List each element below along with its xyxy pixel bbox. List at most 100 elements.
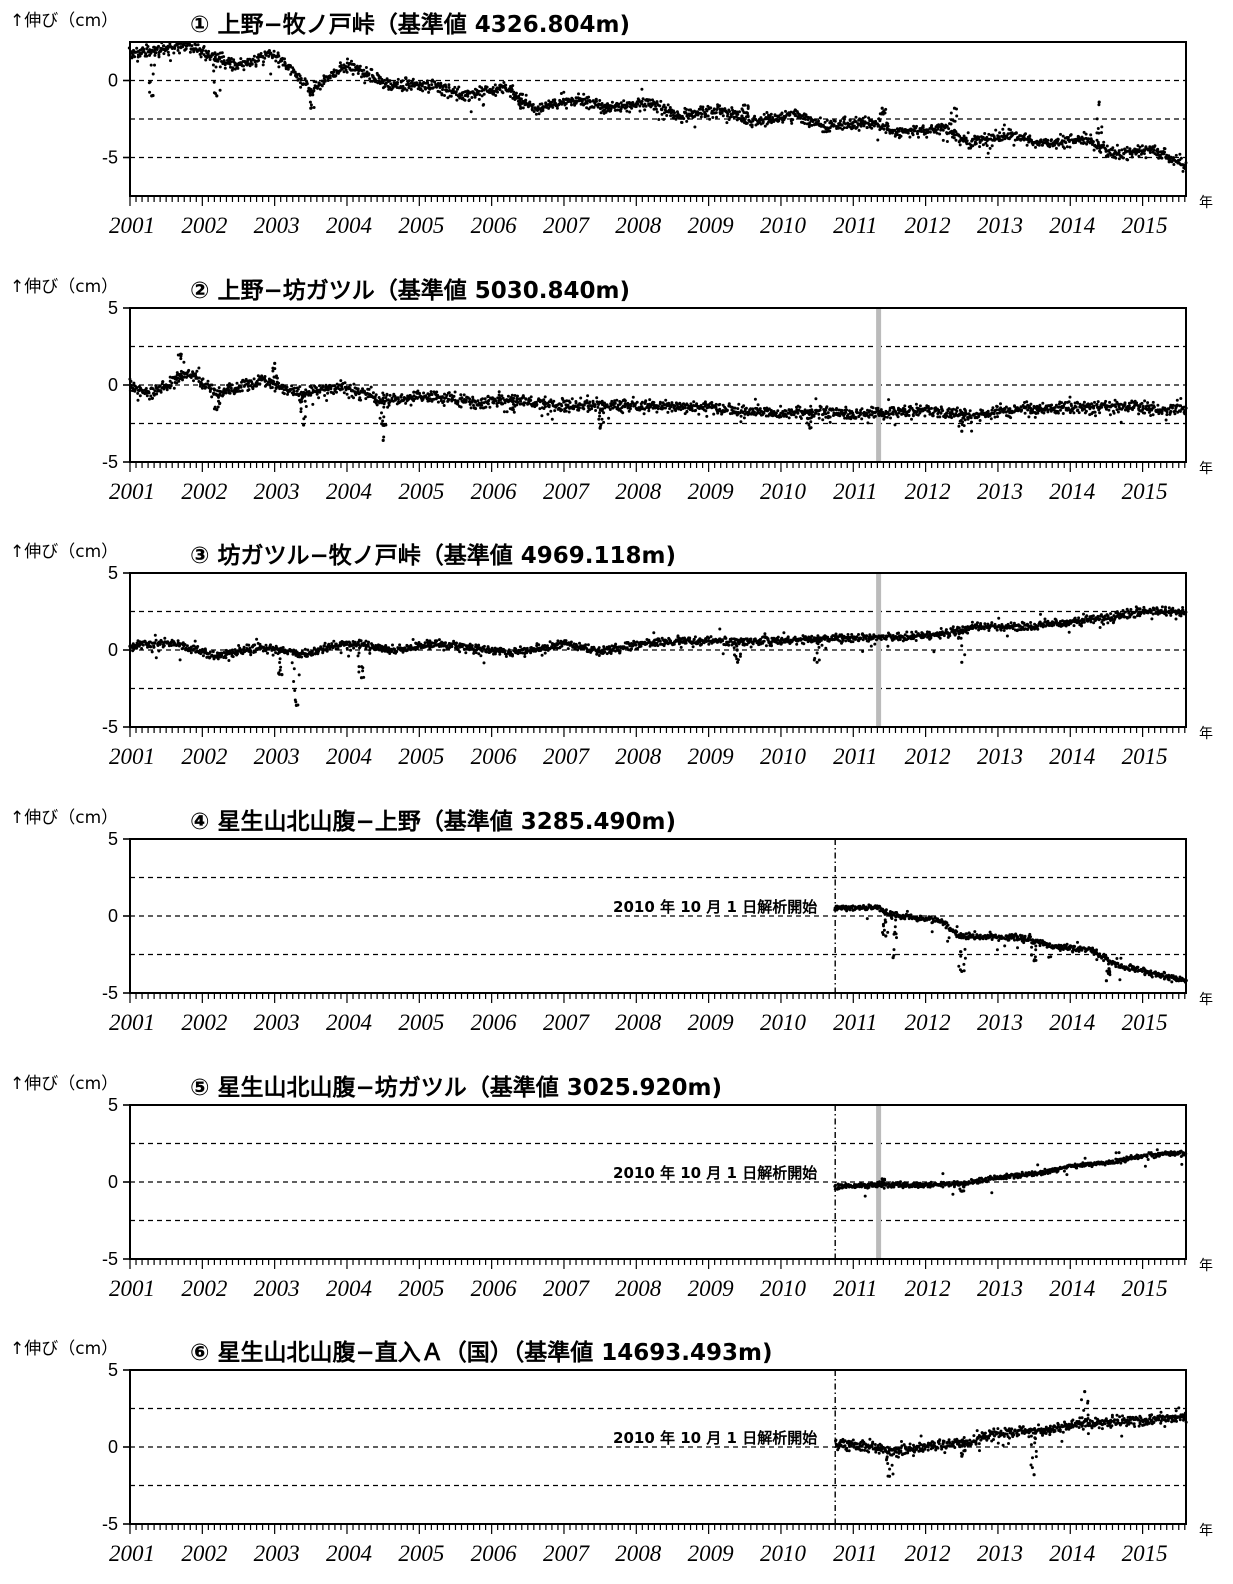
- data-point: [546, 412, 550, 416]
- data-point: [1033, 415, 1037, 419]
- data-point: [311, 93, 315, 97]
- data-point: [733, 406, 737, 410]
- data-point: [389, 82, 393, 86]
- data-point: [732, 115, 736, 119]
- data-point: [405, 88, 409, 92]
- data-point: [1069, 133, 1073, 137]
- data-point: [456, 399, 460, 403]
- data-point: [1123, 401, 1127, 405]
- data-point: [298, 81, 302, 85]
- data-point: [866, 421, 870, 425]
- data-point: [1178, 152, 1182, 156]
- data-point: [761, 120, 765, 124]
- data-point: [242, 645, 246, 649]
- data-point: [422, 391, 426, 395]
- data-point: [153, 53, 157, 57]
- data-point: [498, 88, 502, 92]
- data-point: [1093, 410, 1097, 414]
- data-point: [911, 133, 915, 137]
- data-point: [419, 87, 423, 91]
- data-point: [695, 402, 699, 406]
- data-point: [172, 51, 176, 55]
- data-point: [1135, 401, 1139, 405]
- data-point: [1077, 411, 1081, 415]
- data-point: [185, 644, 189, 648]
- data-point: [790, 121, 794, 125]
- data-point: [271, 380, 275, 384]
- data-gap-bar: [876, 308, 882, 462]
- data-point: [298, 385, 302, 389]
- data-point: [153, 633, 157, 637]
- data-point: [670, 409, 674, 413]
- data-point: [163, 636, 167, 640]
- data-point: [659, 99, 663, 103]
- data-point: [167, 53, 171, 57]
- data-point: [469, 110, 473, 114]
- data-point: [833, 119, 837, 123]
- data-point: [387, 403, 391, 407]
- data-point: [570, 103, 573, 107]
- data-point: [346, 57, 349, 61]
- data-point: [142, 47, 146, 51]
- data-point: [1137, 154, 1141, 158]
- data-point: [214, 65, 218, 69]
- data-point: [735, 110, 739, 114]
- x-axis-unit: 年: [1199, 461, 1213, 477]
- data-point: [814, 397, 818, 401]
- data-point: [570, 397, 574, 401]
- data-point: [865, 126, 869, 129]
- data-point: [1120, 148, 1124, 152]
- data-point: [338, 61, 342, 65]
- data-point: [871, 406, 875, 410]
- data-point: [897, 129, 901, 133]
- data-point: [832, 123, 836, 127]
- x-tick-label: 2014: [1049, 213, 1095, 238]
- data-point: [343, 381, 347, 385]
- data-point: [381, 438, 385, 442]
- data-point: [231, 655, 235, 659]
- data-point: [619, 109, 623, 113]
- data-point: [227, 659, 231, 662]
- data-point: [1098, 144, 1102, 148]
- data-point: [196, 43, 200, 47]
- data-point: [1163, 147, 1167, 151]
- data-point: [352, 62, 356, 66]
- data-point: [408, 85, 411, 89]
- data-point: [272, 49, 276, 53]
- data-point: [178, 658, 182, 662]
- data-point: [215, 393, 219, 397]
- data-point: [660, 107, 664, 111]
- data-point: [742, 416, 746, 420]
- data-point: [359, 398, 363, 402]
- x-tick-label: 2015: [1122, 479, 1168, 504]
- data-point: [368, 77, 372, 81]
- data-point: [839, 119, 842, 123]
- data-point: [887, 398, 891, 402]
- data-point: [560, 404, 564, 408]
- data-point: [1025, 143, 1029, 147]
- data-point: [173, 47, 177, 50]
- data-point: [1173, 412, 1177, 416]
- data-point: [277, 65, 281, 69]
- data-point: [187, 368, 191, 372]
- data-point: [918, 404, 922, 408]
- data-point: [299, 410, 303, 414]
- data-point: [290, 661, 294, 665]
- data-point: [149, 645, 153, 649]
- chart-title: ① 上野−牧ノ戸峠（基準値 4326.804m): [190, 11, 630, 38]
- data-point: [605, 103, 610, 107]
- data-point: [705, 414, 709, 418]
- x-tick-label: 2005: [398, 213, 444, 238]
- x-tick-label: 2004: [326, 213, 372, 238]
- data-point: [855, 125, 859, 129]
- data-point: [150, 397, 154, 400]
- data-point: [195, 369, 199, 373]
- data-point: [175, 371, 179, 375]
- data-point: [1095, 138, 1099, 142]
- data-point: [218, 65, 222, 69]
- data-point: [1063, 146, 1066, 150]
- data-point: [133, 55, 137, 59]
- data-point: [523, 401, 527, 405]
